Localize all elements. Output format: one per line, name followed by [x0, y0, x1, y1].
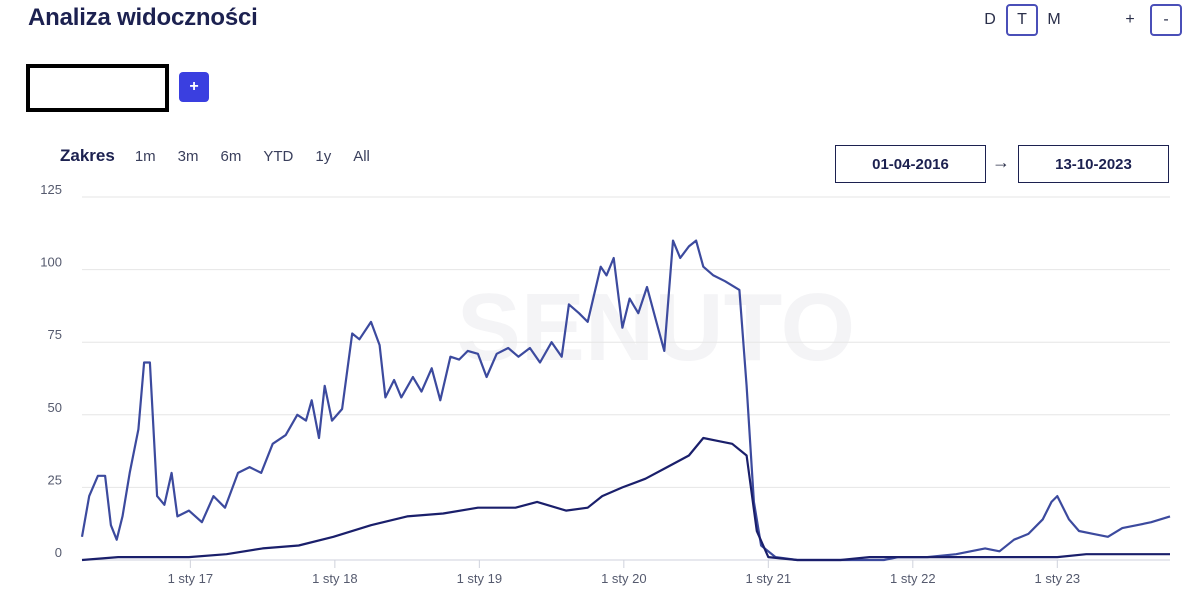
range-1y-button[interactable]: 1y	[315, 148, 332, 165]
date-range-arrow: →	[992, 152, 1010, 172]
range-selector: Zakres 1m 3m 6m YTD 1y All	[60, 146, 392, 166]
y-tick-label: 50	[48, 400, 62, 415]
watermark-text: SENUTO	[457, 274, 855, 381]
range-ytd-button[interactable]: YTD	[263, 148, 294, 165]
date-from-input[interactable]: 01-04-2016	[835, 145, 986, 183]
series-line-2	[81, 436, 1170, 562]
page-title: Analiza widoczności	[28, 4, 258, 31]
granularity-month-button[interactable]: M	[1047, 11, 1061, 28]
granularity-week-button[interactable]: T	[1006, 4, 1038, 36]
y-tick-label: 100	[40, 255, 62, 270]
x-tick-label: 1 sty 18	[312, 571, 358, 586]
x-tick-label: 1 sty 21	[746, 571, 792, 586]
range-all-button[interactable]: All	[353, 148, 370, 165]
y-tick-label: 125	[40, 182, 62, 197]
zoom-out-button[interactable]: -	[1150, 4, 1182, 36]
y-tick-label: 25	[48, 472, 62, 487]
domain-input-redacted[interactable]	[26, 64, 169, 112]
y-tick-label: 75	[48, 327, 62, 342]
range-6m-button[interactable]: 6m	[220, 148, 242, 165]
date-to-input[interactable]: 13-10-2023	[1018, 145, 1169, 183]
zoom-in-button[interactable]: +	[1125, 11, 1135, 28]
range-1m-button[interactable]: 1m	[134, 148, 156, 165]
range-3m-button[interactable]: 3m	[177, 148, 199, 165]
y-tick-label: 0	[55, 545, 62, 560]
add-domain-button[interactable]: +	[179, 72, 209, 102]
x-tick-label: 1 sty 22	[890, 571, 936, 586]
granularity-day-button[interactable]: D	[984, 11, 996, 28]
granularity-switch: D T M	[974, 4, 1070, 36]
x-tick-label: 1 sty 17	[168, 571, 214, 586]
x-tick-label: 1 sty 23	[1035, 571, 1081, 586]
range-label: Zakres	[60, 146, 115, 165]
x-tick-label: 1 sty 19	[457, 571, 503, 586]
x-tick-label: 1 sty 20	[601, 571, 647, 586]
zoom-controls: + -	[1114, 4, 1182, 36]
